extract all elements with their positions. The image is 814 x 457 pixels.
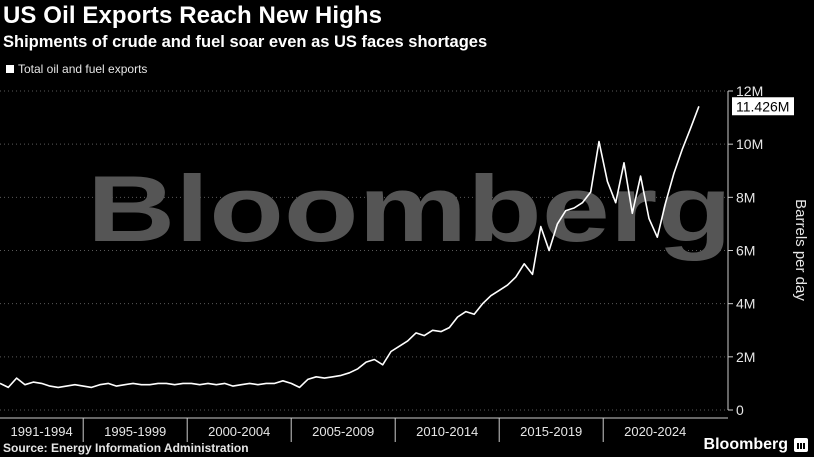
y-tick-label: 0	[736, 402, 744, 418]
x-tick-label: 2005-2009	[312, 424, 374, 439]
y-axis-label: Barrels per day	[792, 199, 809, 301]
series-line	[0, 106, 700, 389]
y-tick-label: 6M	[736, 243, 755, 259]
x-tick-label: 2010-2014	[416, 424, 478, 439]
legend: Total oil and fuel exports	[6, 62, 147, 76]
last-value-callout: 11.426M	[732, 97, 794, 116]
x-tick-label: 1995-1999	[104, 424, 166, 439]
x-tick-label: 2015-2019	[520, 424, 582, 439]
last-value-label: 11.426M	[736, 98, 789, 114]
series-group	[0, 106, 700, 389]
y-tick-label: 2M	[736, 349, 755, 365]
y-tick-label: 8M	[736, 189, 755, 205]
x-tick-label: 1991-1994	[11, 424, 73, 439]
chart-subtitle: Shipments of crude and fuel soar even as…	[3, 33, 488, 51]
last-value-box	[732, 97, 794, 116]
x-tick-label: 2000-2004	[208, 424, 270, 439]
watermark: Bloomberg	[87, 156, 732, 261]
x-axis: 1991-1994 1995-1999 2000-2004 2005-2009 2010…	[0, 417, 728, 442]
source-note: Source: Energy Information Administratio…	[3, 441, 249, 455]
gridlines	[0, 90, 728, 411]
brand-logo: Bloomberg	[703, 436, 788, 453]
y-axis: 0 2M 4M 6M 8M 10M 12M	[727, 83, 763, 418]
x-tick-label: 2020-2024	[624, 424, 686, 439]
legend-swatch	[6, 65, 14, 73]
chart-title: US Oil Exports Reach New Highs	[3, 2, 383, 29]
y-tick-label: 12M	[736, 83, 763, 99]
y-tick-label: 10M	[736, 136, 763, 152]
y-tick-label: 4M	[736, 296, 755, 312]
bloomberg-chart-icon	[794, 438, 808, 452]
legend-label: Total oil and fuel exports	[18, 62, 148, 76]
